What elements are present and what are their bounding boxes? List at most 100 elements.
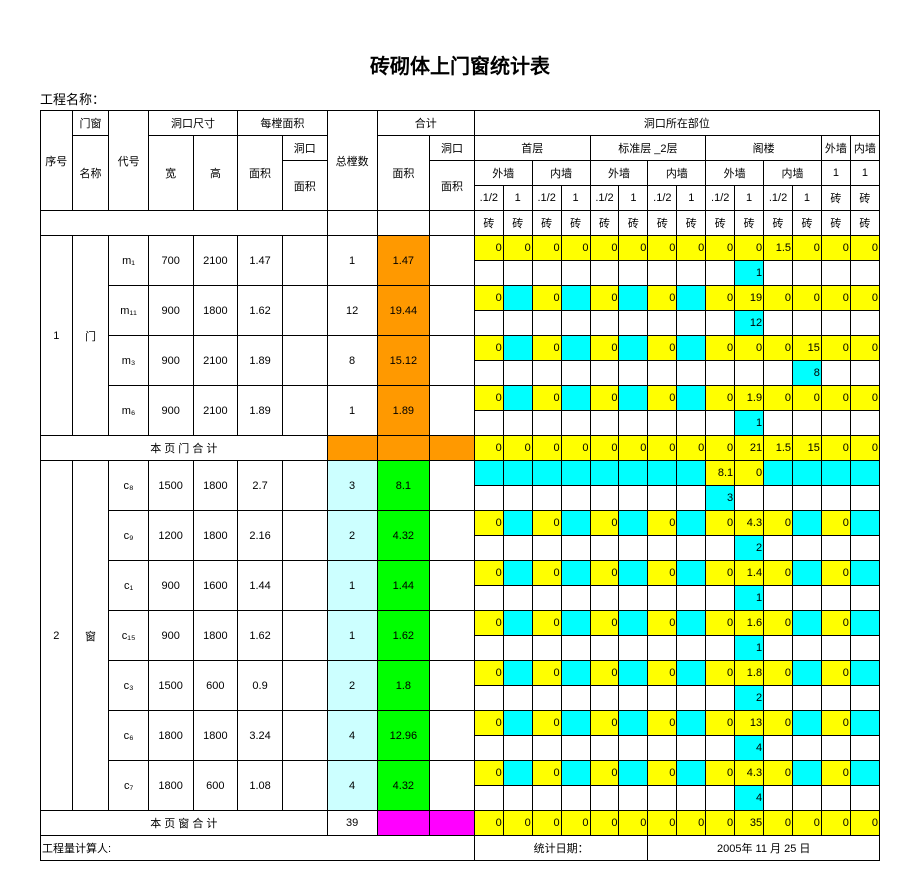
hdr-brick: 砖 <box>474 211 503 236</box>
hdr-dk: 洞口 <box>282 136 327 161</box>
sub-cell <box>474 536 503 561</box>
hdr-brick-x: 砖 <box>821 186 850 211</box>
hdr-one: 1 <box>503 186 532 211</box>
data-cell <box>793 561 822 586</box>
code: m₁ <box>109 236 148 286</box>
data-cell <box>793 761 822 786</box>
hdr-outer3: 外墙 <box>706 161 764 186</box>
sub-cell <box>764 311 793 336</box>
data-cell <box>503 611 532 636</box>
data-cell: 0 <box>677 236 706 261</box>
data-cell <box>850 661 879 686</box>
sub-cell <box>503 361 532 386</box>
data-cell <box>677 461 706 486</box>
sub-cell <box>648 261 677 286</box>
hdr-outer1: 外墙 <box>474 161 532 186</box>
hdr-half: .1/2 <box>706 186 735 211</box>
data-cell: 0 <box>474 761 503 786</box>
sub-cell <box>793 261 822 286</box>
sub-cell <box>590 411 619 436</box>
data-cell: 0 <box>590 611 619 636</box>
sub-cell <box>619 361 648 386</box>
sub-cell <box>532 636 561 661</box>
total: 1 <box>327 561 377 611</box>
sub-cell <box>619 411 648 436</box>
data-cell: 1.5 <box>764 236 793 261</box>
dkmj <box>282 236 327 286</box>
data-cell: 0 <box>706 711 735 736</box>
data-cell: 0 <box>793 236 822 261</box>
amj: 1.8 <box>377 661 430 711</box>
sub-cell <box>619 786 648 811</box>
data-cell <box>561 561 590 586</box>
data-cell: 0 <box>648 761 677 786</box>
sub-cell <box>503 311 532 336</box>
dkmj <box>282 461 327 511</box>
dkmj2 <box>430 711 475 761</box>
sub-cell <box>821 311 850 336</box>
mj: 2.16 <box>238 511 283 561</box>
sub-cell <box>648 536 677 561</box>
data-cell: 0 <box>619 236 648 261</box>
data-cell: 0 <box>474 286 503 311</box>
data-cell: 0 <box>532 286 561 311</box>
sub-cell <box>474 586 503 611</box>
sub-cell <box>503 486 532 511</box>
sub-cell <box>677 586 706 611</box>
hdr-brick: 砖 <box>850 211 879 236</box>
w: 900 <box>148 336 193 386</box>
data-cell: 0 <box>648 236 677 261</box>
hdr-brick: 砖 <box>590 211 619 236</box>
data-cell <box>474 461 503 486</box>
amj: 1.62 <box>377 611 430 661</box>
code: c₁₅ <box>109 611 148 661</box>
dkmj2 <box>430 511 475 561</box>
hdr-total: 总樘数 <box>327 111 377 211</box>
data-cell: 0 <box>850 386 879 411</box>
data-cell: 0 <box>648 561 677 586</box>
sub-cell <box>503 261 532 286</box>
sub-cell: 1 <box>735 586 764 611</box>
data-cell: 0 <box>735 461 764 486</box>
data-cell <box>619 286 648 311</box>
sub-cell <box>706 586 735 611</box>
sub-cell <box>648 636 677 661</box>
sub-cell <box>850 411 879 436</box>
sub-cell <box>590 361 619 386</box>
data-cell: 0 <box>474 661 503 686</box>
sub-cell <box>677 636 706 661</box>
sub-cell <box>619 536 648 561</box>
sub-cell <box>677 261 706 286</box>
data-cell <box>677 611 706 636</box>
door-subtotal-row: 本 页 门 合 计 0 0 0 0 0 0 0 0 0 21 1.5 15 0 … <box>41 436 880 461</box>
main-table: 序号 门窗 代号 洞口尺寸 每樘面积 总樘数 合计 洞口所在部位 名称 宽 高 … <box>40 110 880 861</box>
data-cell: 0 <box>532 386 561 411</box>
door-subtotal-label: 本 页 门 合 计 <box>41 436 328 461</box>
data-cell: 0 <box>706 561 735 586</box>
data-cell: 0 <box>532 661 561 686</box>
hdr-mj3: 面积 <box>430 161 475 211</box>
sub-cell <box>590 586 619 611</box>
sub-cell <box>850 361 879 386</box>
sub-cell <box>735 486 764 511</box>
sub-cell <box>850 311 879 336</box>
data-cell: 0 <box>821 336 850 361</box>
sub-cell <box>677 686 706 711</box>
sub-cell: 2 <box>735 536 764 561</box>
sub-cell <box>590 311 619 336</box>
hdr-one: 1 <box>561 186 590 211</box>
data-cell <box>793 711 822 736</box>
data-cell <box>503 711 532 736</box>
sub-cell <box>619 486 648 511</box>
data-cell <box>648 461 677 486</box>
mj: 1.89 <box>238 336 283 386</box>
data-cell: 0 <box>793 386 822 411</box>
data-cell: 0 <box>474 711 503 736</box>
window-row: c₆ 1800 1800 3.24 4 12.96 000001300 <box>41 711 880 736</box>
footer-row: 工程量计算人: 统计日期： 2005年 11 月 25 日 <box>41 836 880 861</box>
data-cell: 0 <box>590 511 619 536</box>
hdr-half: .1/2 <box>532 186 561 211</box>
dkmj <box>282 661 327 711</box>
data-cell <box>850 761 879 786</box>
data-cell: 0 <box>850 336 879 361</box>
